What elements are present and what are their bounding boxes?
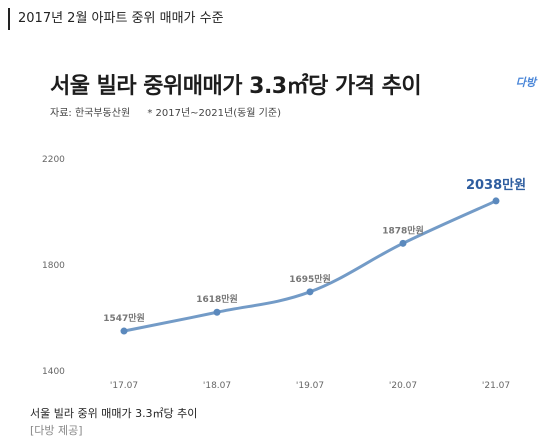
x-tick-label: '18.07 <box>203 381 231 391</box>
source-text: 자료: 한국부동산원 <box>50 108 131 119</box>
line-chart: 1400 1800 2200 '17.07 '18.07 '19.07 '20.07 '21.… <box>42 155 526 391</box>
x-tick-label: '17.07 <box>110 381 138 391</box>
series-line <box>122 199 498 333</box>
x-tick-label: '20.07 <box>389 381 417 391</box>
data-point <box>213 308 221 316</box>
data-label: 2038만원 <box>466 177 526 193</box>
chart-source: 자료: 한국부동산원 * 2017년~2021년(동월 기준) <box>50 104 281 119</box>
y-tick-label: 2200 <box>42 155 65 165</box>
data-label: 1695만원 <box>289 273 331 285</box>
y-tick-label: 1800 <box>42 261 65 271</box>
figure-caption: 서울 빌라 중위 매매가 3.3㎡당 추이 <box>30 407 198 420</box>
data-label: 1878만원 <box>382 224 424 236</box>
figure-credit: [다방 제공] <box>30 424 83 437</box>
page-header-title: 2017년 2월 아파트 중위 매매가 수준 <box>8 8 224 30</box>
data-label: 1547만원 <box>103 312 145 324</box>
data-point <box>306 288 314 296</box>
y-tick-label: 1400 <box>42 367 65 377</box>
chart-title: 서울 빌라 중위매매가 3.3㎡당 가격 추이 <box>50 74 422 99</box>
period-note: * 2017년~2021년(동월 기준) <box>147 108 281 119</box>
chart-card: 서울 빌라 중위매매가 3.3㎡당 가격 추이 자료: 한국부동산원 * 201… <box>24 54 542 398</box>
data-point <box>120 327 128 335</box>
brand-logo: 다방 <box>515 76 536 89</box>
x-tick-label: '19.07 <box>296 381 324 391</box>
data-point <box>492 197 500 205</box>
data-point <box>399 239 407 247</box>
x-tick-label: '21.07 <box>482 381 510 391</box>
data-label: 1618만원 <box>196 293 238 305</box>
